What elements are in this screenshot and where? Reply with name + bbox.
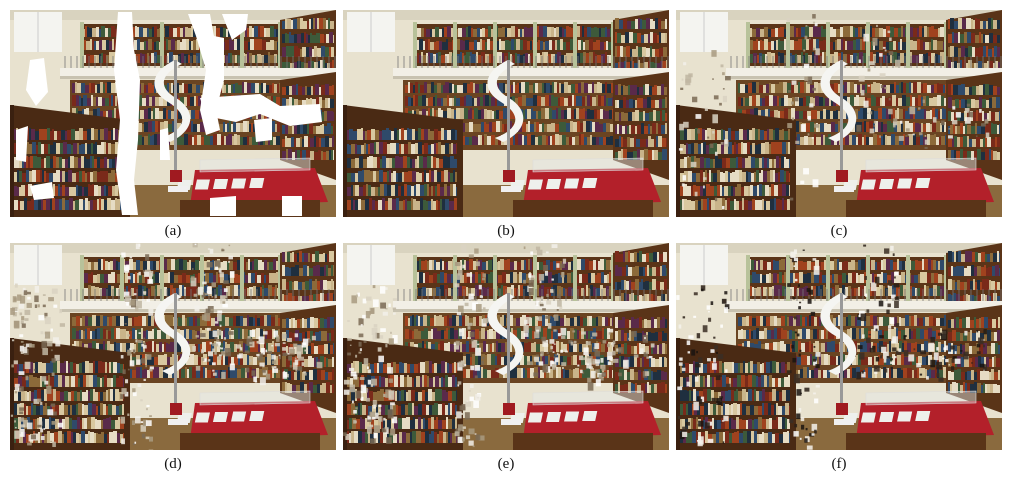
- caption-f: (f): [831, 456, 847, 472]
- caption-a: (a): [164, 223, 182, 239]
- panel-b-library-photo: [343, 10, 669, 217]
- panel-f-image: [676, 243, 1002, 450]
- panel-c-library-photo: [676, 10, 1002, 217]
- panel-a-image: [10, 10, 336, 217]
- panel-a-library-photo: [10, 10, 336, 217]
- panel-d-library-photo: [10, 243, 336, 450]
- caption-b: (b): [497, 223, 515, 239]
- caption-d: (d): [164, 456, 182, 472]
- caption-e: (e): [497, 456, 515, 472]
- panel-b-image: [343, 10, 669, 217]
- panel-c-image: [676, 10, 1002, 217]
- panel-d-image: [10, 243, 336, 450]
- panel-e-library-photo: [343, 243, 669, 450]
- panel-e-image: [343, 243, 669, 450]
- caption-c: (c): [830, 223, 848, 239]
- panel-f-library-photo: [676, 243, 1002, 450]
